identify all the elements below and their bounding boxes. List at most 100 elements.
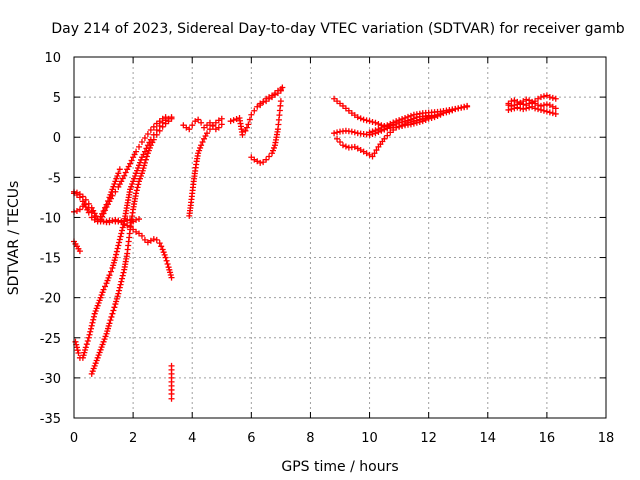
data-point-series-f (97, 294, 104, 301)
data-point-series-g (116, 284, 123, 291)
x-tick-label: 0 (70, 431, 78, 446)
x-tick-label: 18 (598, 431, 615, 446)
data-point-series-f (115, 242, 122, 249)
x-tick-label: 2 (129, 431, 137, 446)
x-tick-label: 10 (361, 431, 378, 446)
data-point-series-c (116, 166, 123, 173)
data-point-series-g (143, 153, 150, 160)
data-point-series-h (133, 148, 140, 155)
data-point-series-g (97, 346, 104, 353)
data-point-series-g (111, 304, 118, 311)
data-point-series-f (129, 181, 136, 188)
data-point-series-v (505, 102, 512, 109)
data-point-series-f (104, 277, 111, 284)
data-point-series-g (142, 156, 149, 163)
data-point-series-r (337, 139, 343, 146)
data-point-series-j (196, 147, 203, 154)
data-point-series-t (537, 94, 544, 101)
y-tick-label: -10 (40, 211, 61, 226)
data-point-series-s (372, 127, 379, 134)
data-point-series-f (92, 308, 99, 315)
data-point-series-g (95, 352, 102, 359)
data-point-series-u (546, 109, 553, 116)
data-point-series-q (348, 128, 355, 135)
data-point-series-p (360, 116, 367, 123)
data-point-series-n (270, 147, 277, 154)
data-point-series-s (378, 124, 385, 131)
data-point-series-g (107, 317, 114, 324)
data-point-series-g (133, 190, 140, 197)
data-point-series-g (109, 310, 116, 317)
data-point-series-g (133, 187, 140, 194)
data-point-series-f (127, 186, 134, 193)
data-point-series-i (168, 395, 175, 402)
data-point-series-g (134, 184, 141, 191)
data-point-series-h (136, 143, 143, 150)
data-point-series-u (540, 107, 547, 114)
x-tick-label: 8 (306, 431, 314, 446)
data-point-series-n (266, 153, 273, 160)
data-point-series-f (128, 183, 135, 190)
data-point-series-g (101, 336, 108, 343)
data-point-series-f (133, 170, 140, 177)
data-point-series-p (357, 115, 364, 122)
y-tick-label: 10 (44, 51, 61, 66)
data-point-series-q (331, 130, 338, 137)
data-point-series-h (100, 210, 107, 217)
data-point-series-v (535, 102, 542, 109)
data-point-series-j (206, 126, 213, 133)
data-point-series-g (116, 287, 123, 294)
data-point-series-g (135, 181, 142, 188)
data-point-series-g (106, 320, 113, 327)
data-point-series-j (195, 150, 202, 157)
data-point-series-f (113, 251, 120, 258)
data-point-series-d (160, 249, 167, 256)
data-point-series-s (396, 117, 403, 124)
data-points (71, 84, 559, 402)
data-point-series-r (373, 147, 380, 154)
data-point-series-n (270, 144, 277, 151)
data-point-series-t (546, 94, 553, 101)
data-point-series-h (121, 172, 128, 179)
data-point-series-g (108, 313, 115, 320)
data-point-series-g (119, 272, 126, 279)
data-point-series-d (158, 243, 165, 250)
data-point-series-f (113, 248, 120, 255)
data-point-series-p (363, 117, 370, 124)
data-point-series-p (366, 118, 373, 125)
data-point-series-d (153, 236, 160, 243)
chart-title: Day 214 of 2023, Sidereal Day-to-day VTE… (51, 21, 624, 37)
data-point-series-g (100, 338, 107, 345)
data-point-series-h (162, 114, 169, 121)
data-point-series-f (88, 322, 95, 329)
data-point-series-k (186, 126, 193, 133)
data-point-series-f (131, 175, 138, 182)
x-tick-label: 16 (539, 431, 556, 446)
data-point-series-f (96, 297, 103, 304)
data-point-series-s (402, 114, 409, 121)
data-point-series-s (399, 116, 406, 123)
data-point-series-r (339, 142, 346, 149)
data-point-series-m (251, 107, 258, 114)
data-point-series-c (115, 170, 122, 177)
data-point-series-k (198, 119, 205, 126)
data-point-series-d (109, 217, 116, 224)
data-point-series-c (111, 181, 118, 188)
data-point-series-r (369, 153, 376, 160)
data-point-series-f (136, 162, 143, 169)
data-point-series-f (116, 239, 123, 246)
data-point-series-f (90, 313, 97, 320)
data-point-series-c (113, 175, 120, 182)
data-point-series-q (351, 129, 358, 136)
data-point-series-l (239, 131, 246, 138)
data-point-series-d (168, 274, 175, 281)
data-point-series-d (85, 200, 92, 207)
y-tick-label: -15 (40, 252, 61, 267)
data-point-series-d (159, 246, 166, 253)
data-point-series-f (83, 341, 90, 348)
data-point-series-s (381, 123, 388, 130)
y-tick-label: -25 (40, 332, 61, 347)
data-point-series-f (134, 167, 141, 174)
data-point-series-g (118, 278, 125, 285)
data-point-series-f (118, 230, 125, 237)
